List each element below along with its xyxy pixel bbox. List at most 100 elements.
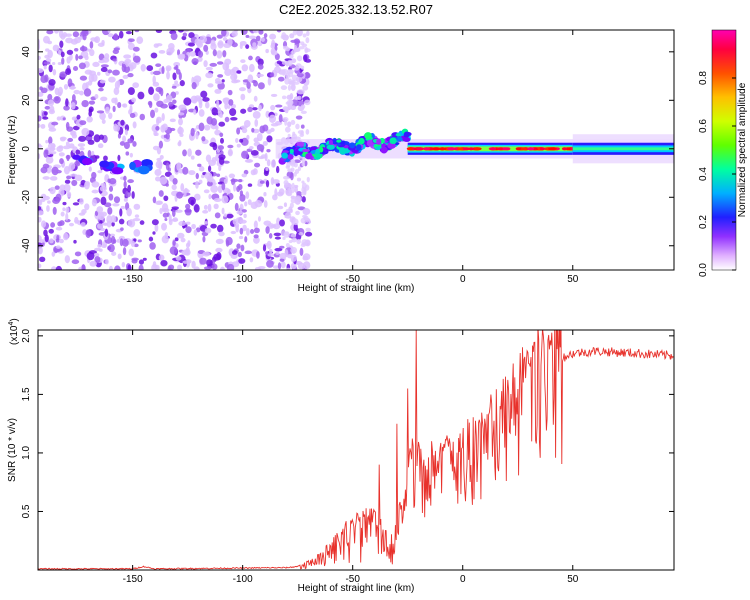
noise-speckle bbox=[284, 77, 290, 85]
snr-background bbox=[38, 330, 674, 570]
noise-speckle bbox=[52, 44, 60, 52]
snr-scale-exponent: 4 bbox=[8, 322, 15, 326]
noise-speckle bbox=[188, 170, 196, 176]
line-peak bbox=[432, 147, 440, 151]
noise-speckle bbox=[58, 49, 62, 56]
noise-speckle bbox=[94, 256, 101, 264]
noise-speckle bbox=[190, 155, 195, 160]
noise-speckle bbox=[48, 64, 53, 73]
noise-speckle bbox=[48, 136, 53, 145]
noise-speckle bbox=[217, 185, 223, 194]
noise-speckle bbox=[101, 244, 107, 249]
line-peak bbox=[497, 147, 503, 151]
noise-speckle bbox=[291, 237, 297, 243]
noise-speckle bbox=[198, 166, 205, 172]
noise-speckle bbox=[205, 66, 213, 71]
noise-speckle bbox=[99, 112, 106, 120]
noise-speckle bbox=[182, 166, 189, 175]
colorbar-tick-label: 0.0 bbox=[698, 263, 709, 277]
noise-speckle bbox=[48, 228, 54, 234]
noise-speckle bbox=[203, 189, 210, 194]
noise-speckle bbox=[85, 81, 89, 89]
noise-speckle bbox=[279, 258, 285, 262]
noise-speckle bbox=[65, 98, 69, 107]
noise-speckle bbox=[158, 140, 164, 149]
noise-speckle bbox=[300, 104, 306, 110]
noise-speckle bbox=[275, 104, 283, 108]
noise-speckle bbox=[212, 49, 217, 57]
line-peak bbox=[473, 147, 481, 151]
noise-speckle bbox=[60, 33, 66, 40]
noise-speckle bbox=[164, 217, 168, 222]
noise-speckle bbox=[151, 219, 159, 226]
noise-speckle bbox=[274, 236, 281, 240]
noise-speckle bbox=[52, 69, 57, 76]
noise-speckle bbox=[165, 65, 172, 72]
noise-speckle bbox=[290, 119, 296, 126]
noise-speckle bbox=[165, 162, 170, 171]
noise-speckle bbox=[59, 136, 67, 141]
noise-speckle bbox=[197, 163, 202, 167]
noise-speckle bbox=[100, 67, 108, 73]
line-peak bbox=[447, 147, 456, 151]
colorbar-label: Normalized spectral amplitude bbox=[737, 82, 748, 217]
noise-speckle bbox=[180, 183, 185, 192]
noise-speckle bbox=[220, 137, 224, 144]
noise-speckle bbox=[123, 141, 130, 150]
noise-speckle bbox=[132, 217, 141, 222]
noise-speckle bbox=[74, 216, 79, 224]
noise-speckle bbox=[221, 195, 229, 204]
noise-speckle bbox=[172, 178, 178, 185]
noise-speckle bbox=[60, 51, 65, 58]
noise-speckle bbox=[250, 149, 259, 156]
noise-speckle bbox=[107, 33, 114, 38]
noise-speckle bbox=[190, 127, 195, 137]
noise-speckle bbox=[42, 116, 49, 120]
noise-speckle bbox=[97, 244, 102, 248]
noise-speckle bbox=[241, 64, 249, 72]
noise-speckle bbox=[68, 222, 74, 227]
noise-speckle bbox=[63, 183, 71, 193]
noise-speckle bbox=[109, 265, 113, 270]
noise-speckle bbox=[206, 181, 213, 187]
noise-speckle bbox=[304, 99, 311, 106]
noise-speckle bbox=[87, 139, 95, 145]
noise-speckle bbox=[280, 85, 288, 91]
noise-speckle bbox=[276, 30, 282, 33]
noise-speckle bbox=[74, 174, 83, 181]
cluster-blob bbox=[111, 167, 124, 175]
noise-speckle bbox=[162, 212, 169, 218]
noise-speckle bbox=[204, 101, 210, 109]
noise-speckle bbox=[164, 231, 169, 239]
noise-speckle bbox=[174, 80, 179, 85]
trace-blob bbox=[403, 131, 410, 138]
noise-speckle bbox=[215, 238, 224, 244]
spectrogram-xtick-label: 0 bbox=[460, 274, 466, 285]
noise-speckle bbox=[198, 122, 205, 132]
noise-speckle bbox=[296, 177, 302, 182]
noise-speckle bbox=[213, 197, 222, 203]
noise-speckle bbox=[54, 30, 60, 34]
noise-speckle bbox=[150, 109, 156, 119]
noise-speckle bbox=[67, 78, 73, 87]
noise-speckle bbox=[152, 81, 160, 87]
noise-speckle bbox=[107, 206, 113, 215]
noise-speckle bbox=[179, 80, 185, 87]
noise-speckle bbox=[140, 64, 146, 72]
noise-speckle bbox=[78, 55, 83, 60]
noise-speckle bbox=[44, 234, 49, 243]
noise-speckle bbox=[168, 264, 175, 270]
noise-speckle bbox=[227, 38, 233, 47]
noise-speckle bbox=[204, 124, 211, 131]
noise-speckle bbox=[177, 53, 186, 60]
noise-speckle bbox=[296, 30, 303, 37]
spectrogram-ytick-label: 40 bbox=[21, 46, 32, 58]
cluster-blob bbox=[129, 161, 136, 171]
noise-speckle bbox=[278, 188, 285, 196]
noise-speckle bbox=[101, 222, 108, 226]
noise-speckle bbox=[100, 64, 109, 68]
noise-speckle bbox=[122, 135, 127, 143]
noise-speckle bbox=[297, 130, 304, 135]
noise-speckle bbox=[218, 231, 225, 237]
noise-speckle bbox=[247, 106, 253, 113]
